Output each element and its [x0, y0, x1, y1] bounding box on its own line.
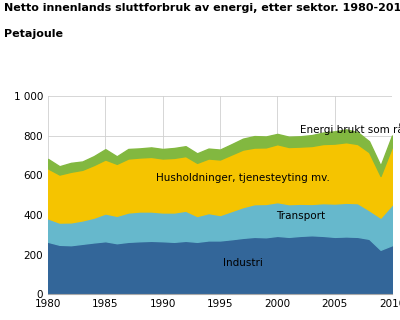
- Text: Petajoule: Petajoule: [4, 29, 63, 39]
- Text: Netto innenlands sluttforbruk av energi, etter sektor. 1980-2010.: Netto innenlands sluttforbruk av energi,…: [4, 3, 400, 13]
- Text: Industri: Industri: [223, 258, 263, 268]
- Text: Energi brukt som råstoff: Energi brukt som råstoff: [300, 123, 400, 135]
- Text: Transport: Transport: [276, 211, 325, 221]
- Text: Husholdninger, tjenesteyting mv.: Husholdninger, tjenesteyting mv.: [156, 173, 330, 183]
